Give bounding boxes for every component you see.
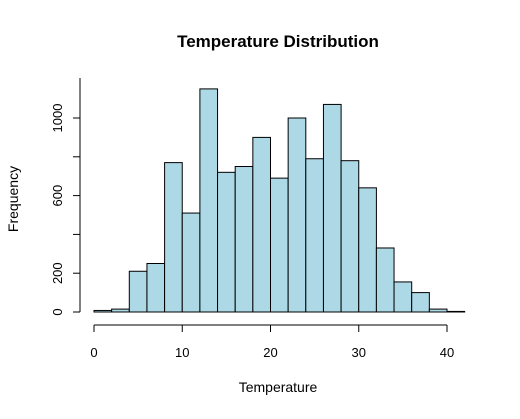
histogram-bar-17: [393, 281, 413, 313]
histogram-bar-0: [93, 309, 113, 313]
histogram-bar-2: [128, 270, 148, 313]
y-tick-label-0: 0: [50, 308, 65, 315]
histogram-bar-5: [181, 212, 201, 313]
histogram-bar-12: [305, 158, 324, 313]
y-tick-label-600: 600: [50, 185, 65, 207]
histogram-bar-4: [164, 162, 183, 313]
y-axis-label: Frequency: [5, 166, 21, 232]
x-axis: 0 10 20 30 40: [90, 324, 454, 360]
x-tick-label-10: 10: [175, 345, 189, 360]
y-tick-label-200: 200: [50, 262, 65, 284]
histogram-bar-16: [375, 247, 395, 313]
histogram-bar-3: [146, 263, 166, 313]
histogram-bar-18: [411, 292, 430, 313]
histogram-bar-14: [340, 160, 360, 313]
y-axis: 0 200 600 1000: [50, 78, 81, 316]
histogram-bar-1: [111, 308, 130, 313]
histogram-bar-7: [217, 171, 236, 313]
bars-group: [93, 88, 466, 313]
histogram-bar-13: [322, 103, 342, 313]
histogram-bar-9: [252, 136, 272, 313]
histogram-bar-20: [446, 310, 466, 313]
chart-title: Temperature Distribution: [177, 32, 379, 51]
x-tick-label-40: 40: [440, 345, 454, 360]
x-tick-label-30: 30: [352, 345, 366, 360]
histogram-bar-6: [199, 88, 219, 313]
histogram-bar-15: [358, 187, 377, 313]
y-tick-label-1000: 1000: [50, 104, 65, 133]
histogram-bar-10: [270, 177, 289, 313]
x-axis-label: Temperature: [239, 379, 318, 395]
histogram-bar-8: [234, 166, 254, 313]
x-tick-label-0: 0: [90, 345, 97, 360]
histogram-bar-19: [428, 308, 448, 313]
histogram-bar-11: [287, 117, 307, 313]
x-tick-label-20: 20: [263, 345, 277, 360]
